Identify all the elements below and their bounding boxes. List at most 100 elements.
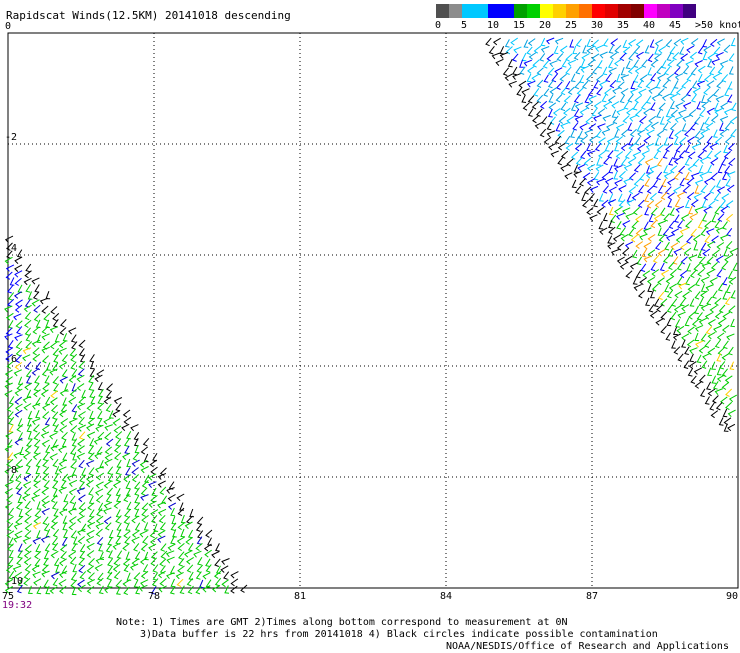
wind-barb — [623, 101, 630, 110]
wind-barb — [105, 494, 112, 503]
wind-barb — [23, 571, 31, 580]
wind-barb — [684, 157, 690, 166]
wind-barb — [140, 494, 149, 501]
plot-frame — [7, 32, 739, 589]
wind-barb — [672, 256, 679, 265]
wind-barb — [17, 284, 23, 294]
wind-barb — [707, 388, 716, 397]
wind-barb — [86, 403, 94, 411]
wind-barb — [728, 394, 738, 403]
wind-barb — [683, 247, 692, 256]
wind-barb — [52, 577, 59, 587]
wind-barb — [43, 579, 49, 589]
wind-barb — [96, 472, 105, 481]
wind-barb — [215, 543, 220, 552]
wind-barb — [58, 466, 67, 474]
wind-barb — [601, 199, 609, 208]
wind-barb — [5, 564, 14, 573]
wind-barb — [22, 347, 32, 355]
wind-barb — [36, 585, 42, 595]
wind-barb — [690, 228, 697, 237]
wind-barb — [683, 360, 690, 369]
wind-barb — [620, 143, 629, 151]
wind-barb — [79, 474, 86, 483]
wind-barb — [643, 255, 652, 263]
wind-barbs-east-swath — [485, 37, 738, 432]
wind-barb — [575, 65, 582, 75]
wind-barb — [699, 171, 708, 179]
wind-barb — [678, 109, 687, 117]
wind-barb — [660, 311, 668, 320]
wind-barb — [627, 122, 632, 131]
wind-barb — [196, 516, 204, 525]
wind-barb — [98, 543, 103, 552]
wind-barb — [720, 205, 729, 214]
wind-barb — [126, 458, 132, 468]
wind-barb — [726, 184, 735, 193]
wind-barb — [4, 369, 13, 378]
wind-barb — [104, 522, 112, 531]
wind-barb — [24, 319, 32, 328]
wind-barb — [23, 577, 31, 586]
wind-barb — [622, 115, 630, 124]
wind-barb — [703, 177, 713, 185]
wind-barb — [709, 38, 718, 47]
wind-barb — [668, 283, 677, 291]
wind-barb — [116, 459, 122, 469]
wind-barb — [170, 522, 177, 531]
wind-barb — [725, 200, 734, 209]
wind-barb — [579, 178, 586, 187]
wind-barb — [700, 94, 706, 103]
wind-barb — [166, 556, 175, 564]
wind-barb — [170, 507, 175, 517]
wind-barb — [687, 326, 695, 335]
wind-barb — [607, 95, 616, 104]
wind-barb — [635, 109, 643, 118]
wind-barb — [124, 445, 130, 455]
wind-barb — [608, 164, 614, 174]
wind-barb — [634, 66, 643, 74]
wind-barb — [195, 571, 202, 580]
wind-barb — [492, 37, 501, 46]
wind-barb — [665, 143, 673, 152]
wind-barb — [17, 577, 24, 587]
wind-barb — [85, 460, 95, 468]
wind-barb — [77, 536, 86, 545]
wind-barb — [533, 88, 540, 97]
wind-barb — [649, 310, 658, 319]
wind-barb — [144, 474, 150, 484]
wind-barb — [131, 530, 140, 538]
wind-barb — [115, 466, 121, 475]
legend-label: 15 — [513, 20, 526, 31]
wind-barb — [106, 571, 113, 581]
wind-barb — [634, 137, 641, 146]
wind-barb — [631, 220, 639, 230]
wind-barb — [531, 101, 539, 110]
wind-barb — [596, 87, 603, 96]
wind-barb — [195, 543, 203, 552]
wind-barb — [582, 172, 591, 181]
wind-barb — [571, 179, 577, 189]
wind-barb — [689, 51, 698, 60]
wind-barb — [671, 340, 676, 349]
wind-barb — [71, 467, 77, 476]
wind-barb — [705, 284, 714, 291]
wind-barb — [23, 473, 32, 482]
wind-barb — [702, 248, 711, 257]
wind-barb — [53, 383, 59, 392]
wind-barb — [35, 409, 40, 419]
wind-barb — [717, 164, 723, 174]
wind-barb — [694, 185, 700, 194]
wind-barb — [112, 409, 121, 418]
wind-barb — [33, 439, 41, 448]
wind-barb — [176, 536, 185, 545]
wind-barb — [717, 347, 725, 356]
wind-barb — [178, 551, 185, 560]
wind-barb — [66, 474, 76, 482]
wind-barb — [23, 487, 32, 496]
wind-barb — [727, 270, 733, 280]
wind-barb — [569, 39, 575, 48]
wind-barb — [122, 543, 130, 552]
wind-barb — [659, 262, 665, 272]
